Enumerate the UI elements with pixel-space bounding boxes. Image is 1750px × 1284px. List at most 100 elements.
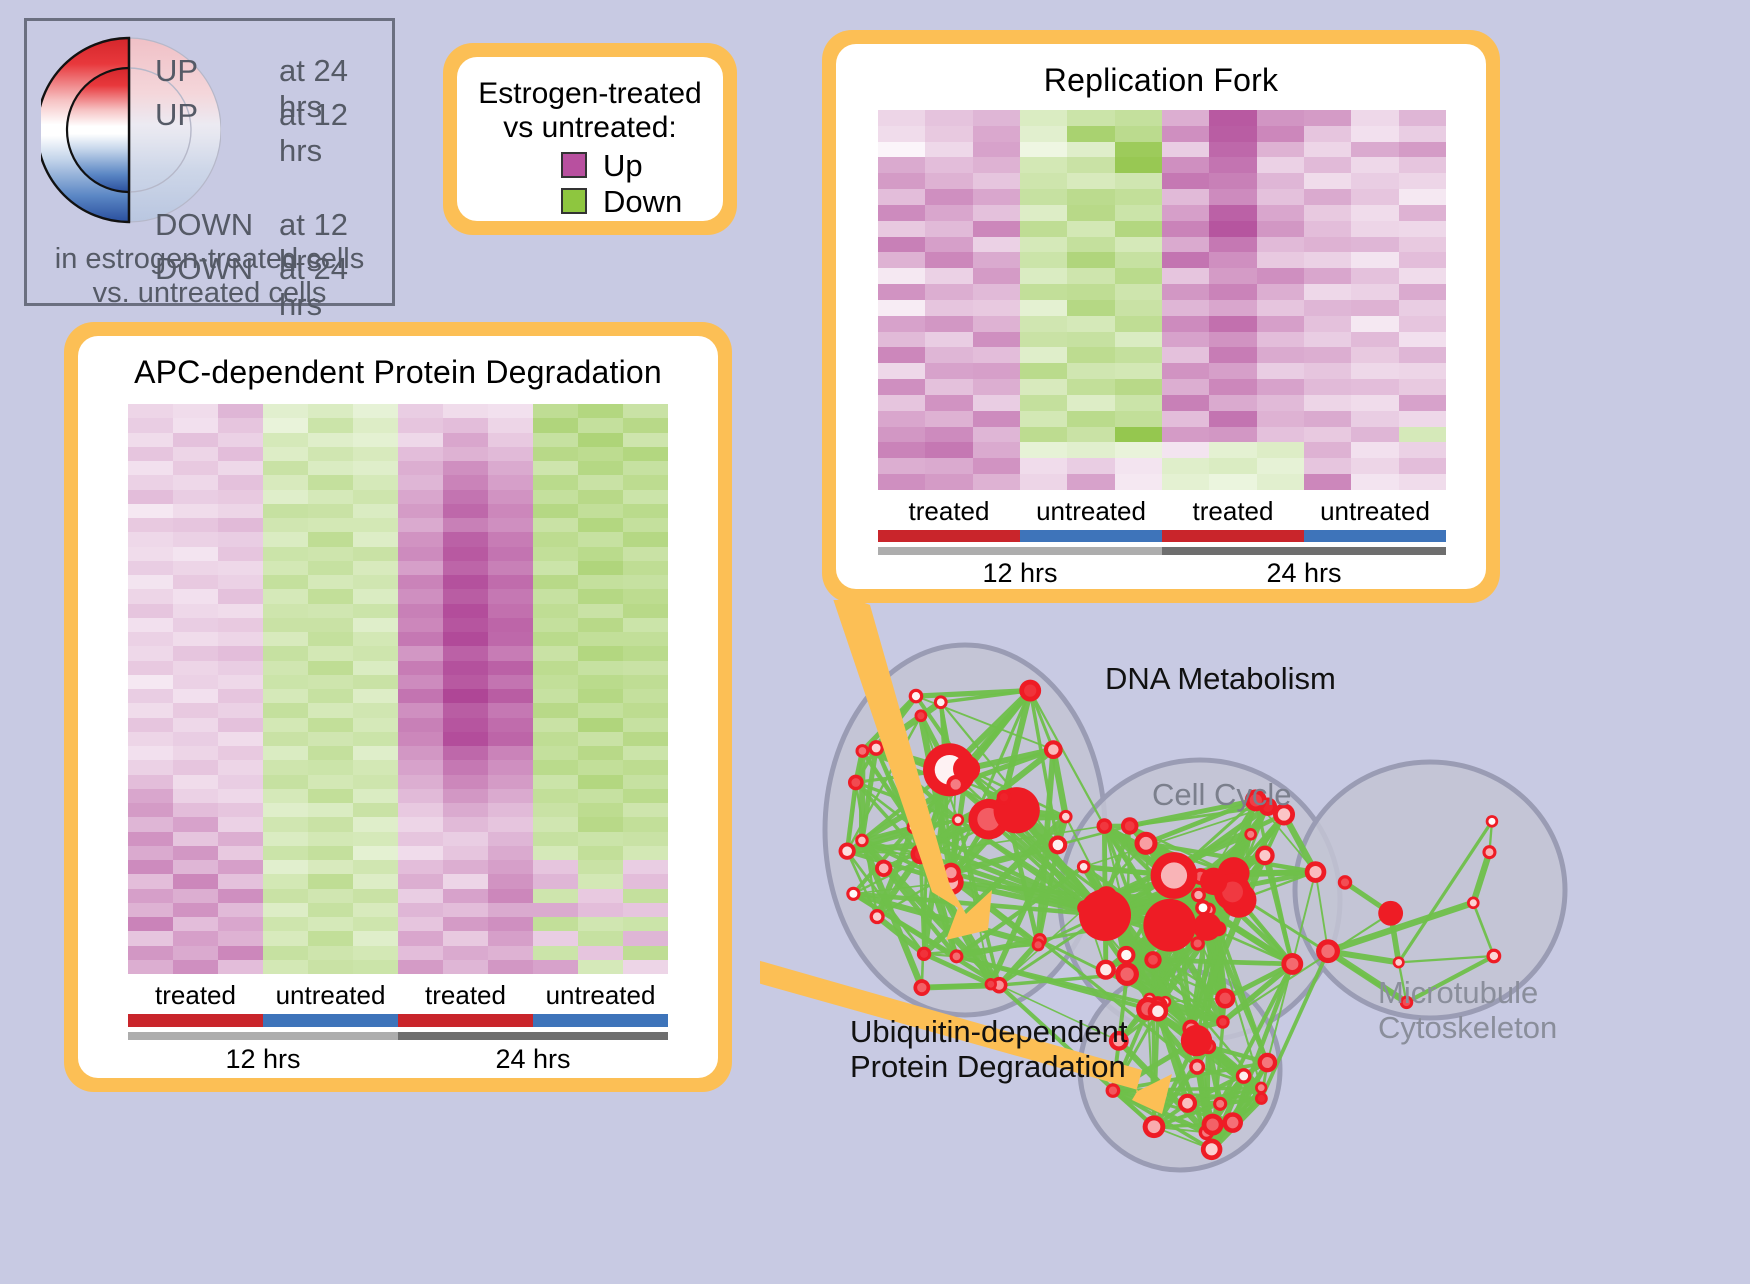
- network-node[interactable]: [1079, 889, 1131, 941]
- network-node[interactable]: [952, 814, 964, 826]
- network-node[interactable]: [1213, 1097, 1227, 1111]
- column-group-label: untreated: [1304, 496, 1446, 527]
- network-node[interactable]: [1077, 860, 1090, 873]
- network-node[interactable]: [1106, 1083, 1121, 1098]
- heatmap-cell: [578, 646, 623, 660]
- network-node[interactable]: [1151, 852, 1198, 899]
- heatmap-cell: [353, 931, 398, 945]
- network-node[interactable]: [1201, 1139, 1223, 1161]
- network-node[interactable]: [1059, 810, 1073, 824]
- heatmap-cell: [1304, 142, 1351, 158]
- network-node[interactable]: [913, 979, 930, 996]
- network-node[interactable]: [1193, 913, 1221, 941]
- network-node[interactable]: [1097, 818, 1113, 834]
- heatmap-cell: [263, 718, 308, 732]
- network-node[interactable]: [1048, 835, 1067, 854]
- network-node[interactable]: [1032, 938, 1045, 951]
- network-node[interactable]: [1143, 899, 1196, 952]
- heatmap-cell: [878, 458, 925, 474]
- heatmap-cell: [973, 332, 1020, 348]
- heatmap-cell: [925, 316, 972, 332]
- network-node[interactable]: [1393, 956, 1405, 968]
- heatmap-cell: [578, 903, 623, 917]
- network-node[interactable]: [1178, 1094, 1197, 1113]
- heatmap-cell: [263, 575, 308, 589]
- network-node[interactable]: [839, 843, 856, 860]
- network-node[interactable]: [985, 978, 997, 990]
- heatmap-cell: [1162, 205, 1209, 221]
- network-node[interactable]: [917, 947, 931, 961]
- time-bar-segment: [128, 1032, 398, 1040]
- network-node[interactable]: [915, 709, 928, 722]
- network-node[interactable]: [870, 909, 885, 924]
- network-node[interactable]: [1044, 740, 1063, 759]
- network-node[interactable]: [1258, 1053, 1278, 1073]
- heatmap-cell: [1399, 252, 1446, 268]
- heatmap-cell: [623, 475, 668, 489]
- heatmap-cell: [1020, 332, 1067, 348]
- heatmap-cell: [443, 946, 488, 960]
- heatmap-cell: [1115, 157, 1162, 173]
- heatmap-cell: [1351, 221, 1398, 237]
- network-node-core: [1321, 944, 1334, 957]
- heatmap-cell: [973, 411, 1020, 427]
- network-node[interactable]: [1467, 897, 1480, 910]
- network-node[interactable]: [1216, 1015, 1230, 1029]
- heatmap-cell: [308, 661, 353, 675]
- heatmap-cell: [308, 946, 353, 960]
- network-node[interactable]: [1117, 946, 1135, 964]
- network-node[interactable]: [1281, 953, 1303, 975]
- network-node[interactable]: [934, 695, 948, 709]
- network-node[interactable]: [1316, 939, 1340, 963]
- network-node[interactable]: [1143, 1115, 1166, 1138]
- network-node[interactable]: [1255, 1092, 1268, 1105]
- network-node[interactable]: [1134, 832, 1157, 855]
- network-node[interactable]: [1222, 1112, 1243, 1133]
- network-node[interactable]: [846, 887, 860, 901]
- network-node[interactable]: [1236, 1068, 1252, 1084]
- heatmap-cell: [578, 561, 623, 575]
- network-node[interactable]: [1378, 901, 1403, 926]
- network-node[interactable]: [1486, 949, 1501, 964]
- network-node[interactable]: [909, 689, 924, 704]
- heatmap-cell: [1067, 332, 1114, 348]
- network-node[interactable]: [1305, 861, 1327, 883]
- heatmap-cell: [925, 189, 972, 205]
- network-node[interactable]: [848, 775, 864, 791]
- network-node[interactable]: [997, 790, 1012, 805]
- network-node[interactable]: [1255, 1082, 1267, 1094]
- network-node[interactable]: [1200, 868, 1227, 895]
- heatmap-cell: [173, 960, 218, 974]
- network-node[interactable]: [1148, 1001, 1169, 1022]
- heatmap-cell: [488, 518, 533, 532]
- network-node[interactable]: [1202, 1114, 1224, 1136]
- heatmap-cell: [533, 931, 578, 945]
- heatmap-cell: [128, 689, 173, 703]
- heatmap-cell: [1067, 395, 1114, 411]
- heatmap-cell: [1351, 395, 1398, 411]
- network-node[interactable]: [1181, 1025, 1212, 1056]
- heatmap-cell: [623, 703, 668, 717]
- network-node[interactable]: [1255, 846, 1275, 866]
- network-node[interactable]: [1115, 962, 1139, 986]
- network-node[interactable]: [1019, 680, 1041, 702]
- network-node[interactable]: [1096, 960, 1116, 980]
- network-node[interactable]: [855, 834, 869, 848]
- network-node[interactable]: [950, 949, 964, 963]
- network-node[interactable]: [1121, 817, 1138, 834]
- heatmap-cell: [218, 775, 263, 789]
- heatmap-cell: [1399, 411, 1446, 427]
- network-node[interactable]: [1244, 828, 1257, 841]
- heatmap-cell: [533, 675, 578, 689]
- network-node[interactable]: [1482, 845, 1496, 859]
- network-node[interactable]: [1144, 951, 1161, 968]
- network-node[interactable]: [1486, 815, 1499, 828]
- network-node[interactable]: [953, 755, 980, 782]
- network-node[interactable]: [1338, 875, 1352, 889]
- heatmap-cell: [925, 268, 972, 284]
- heatmap-cell: [925, 142, 972, 158]
- network-node[interactable]: [1189, 1059, 1205, 1075]
- network-node[interactable]: [1215, 988, 1235, 1008]
- network-node[interactable]: [875, 860, 892, 877]
- network-node[interactable]: [856, 744, 870, 758]
